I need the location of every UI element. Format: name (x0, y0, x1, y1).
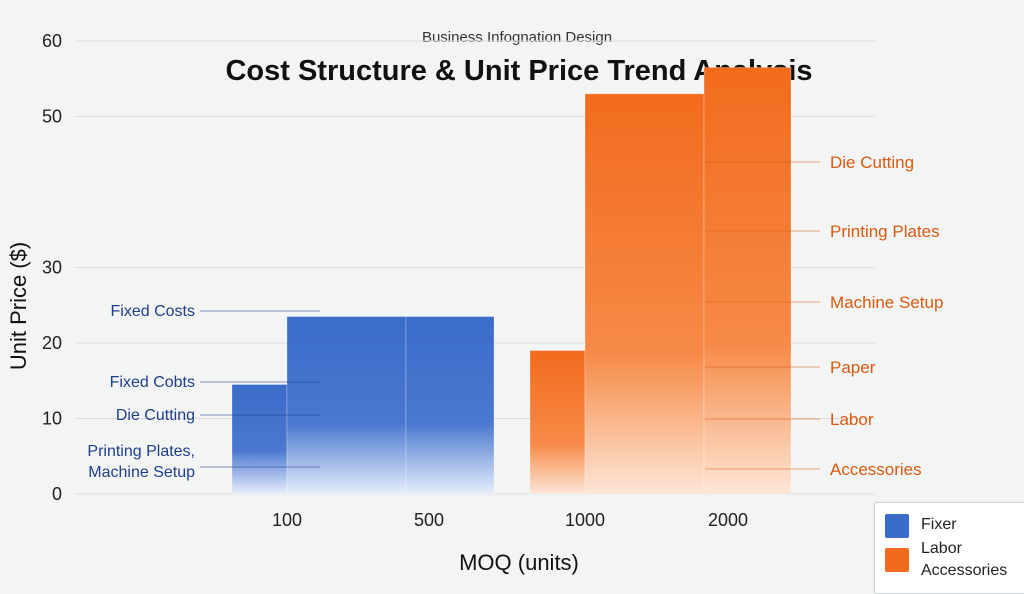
legend-item-labor: Labor Accessories (885, 538, 1007, 582)
chart-subtitle: Business Infognation Design (421, 29, 613, 46)
legend: Fixer Labor Accessories (874, 502, 1024, 594)
x-tick-label: 2000 (708, 510, 748, 530)
right-annotation-label: Accessories (830, 460, 922, 479)
y-tick-label: 10 (42, 409, 62, 429)
annotation-layer: Fixed Costs Fixed Cobts Die Cutting Printin… (87, 153, 943, 481)
left-annotation-label: Fixed Cobts (110, 374, 195, 391)
y-axis-label: Unit Price ($) (6, 242, 31, 370)
y-tick-label: 50 (42, 107, 62, 127)
x-axis-label: MOQ (units) (459, 550, 579, 575)
y-tick-label: 20 (42, 333, 62, 353)
bar-blue (286, 316, 407, 495)
y-tick-label: 30 (42, 258, 62, 278)
chart-canvas: Fixed Costs Fixed Cobts Die Cutting Printin… (6, 31, 943, 575)
bar-blue (231, 384, 288, 495)
legend-item-fixer: Fixer (885, 514, 957, 538)
bar-orange (529, 350, 586, 495)
left-annotation-label: Fixed Costs (111, 303, 195, 320)
legend-swatch-blue (885, 514, 909, 538)
left-annotation-label: Die Cutting (116, 407, 195, 424)
bar-blue (405, 316, 495, 495)
right-annotation-label: Printing Plates (830, 222, 940, 241)
tick-layer: 0 10 20 30 50 60 100 500 1000 2000 (42, 31, 748, 530)
legend-swatch-orange (885, 548, 909, 572)
left-annotation-label: Printing Plates, (87, 443, 195, 460)
right-annotation-label: Die Cutting (830, 153, 914, 172)
x-tick-label: 1000 (565, 510, 605, 530)
bar-orange (584, 93, 705, 495)
bar-layer (231, 66, 792, 495)
right-annotation-label: Paper (830, 358, 876, 377)
y-tick-label: 60 (42, 31, 62, 51)
right-annotation-label: Labor (830, 410, 874, 429)
legend-label: Labor (921, 540, 962, 557)
right-annotation-label: Machine Setup (830, 293, 943, 312)
x-tick-label: 500 (414, 510, 444, 530)
chart-page: Business Infognation Design Cost Structu… (6, 29, 1024, 594)
legend-label: Fixer (921, 516, 957, 533)
left-annotation-label: Machine Setup (88, 464, 195, 481)
y-tick-label: 0 (52, 484, 62, 504)
legend-label-group: Labor Accessories (921, 538, 1007, 582)
x-tick-label: 100 (272, 510, 302, 530)
bar-orange (703, 66, 792, 495)
legend-label: Accessories (921, 562, 1008, 579)
